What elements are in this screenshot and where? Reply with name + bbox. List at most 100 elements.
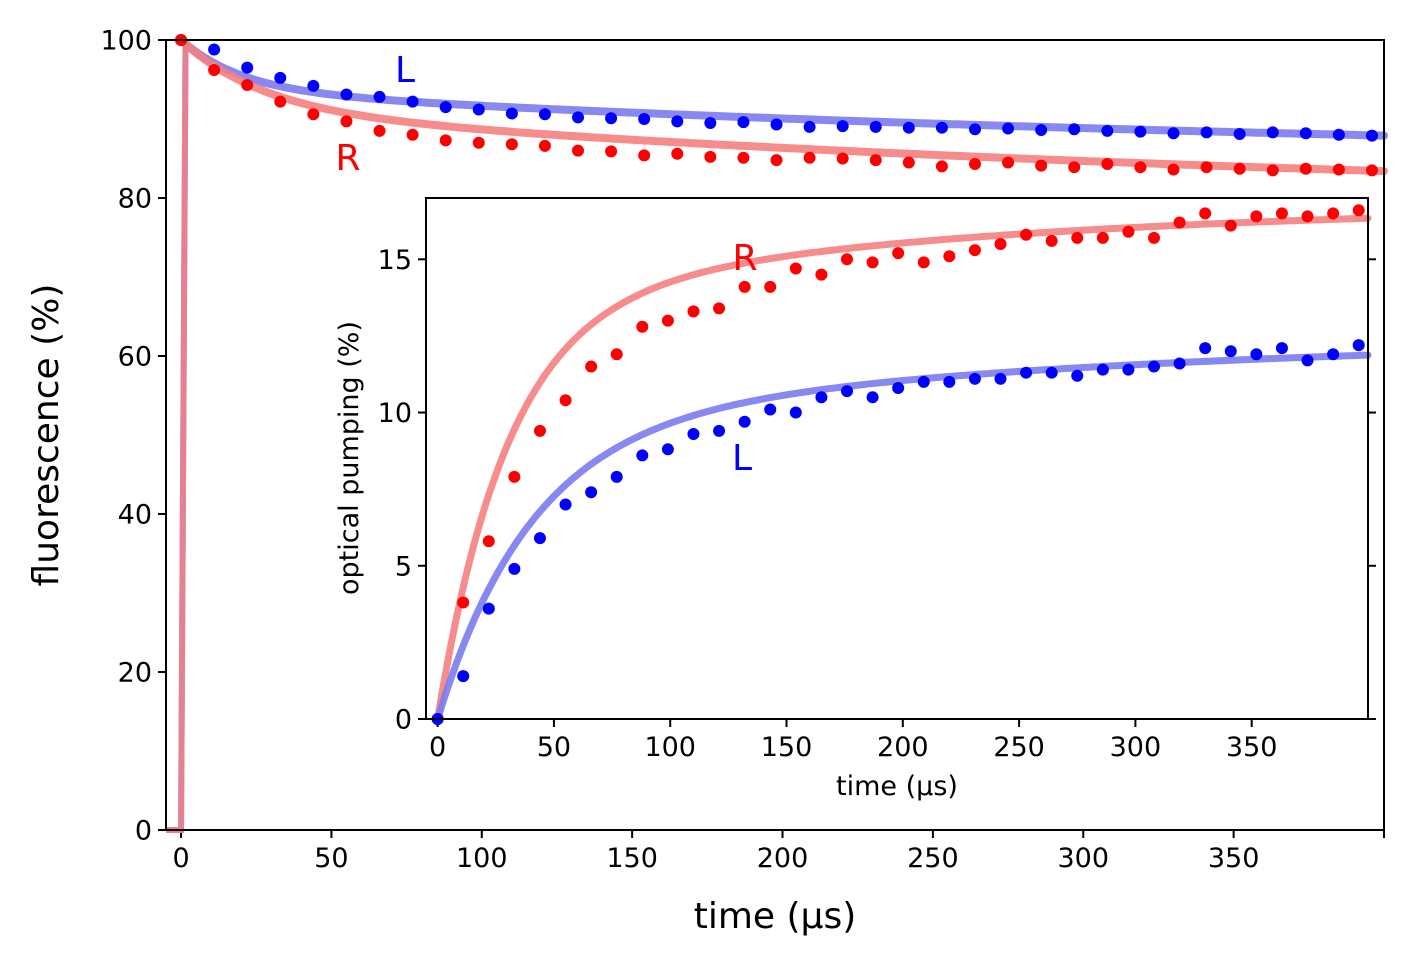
main-point-l <box>505 107 518 120</box>
main-point-r <box>1134 161 1147 174</box>
main-x-tick-label: 350 <box>1208 843 1260 874</box>
main-point-l <box>737 116 750 129</box>
main-point-r <box>1167 163 1180 176</box>
main-point-l <box>1200 126 1213 139</box>
main-point-r <box>373 124 386 137</box>
inset-x-tick-label: 100 <box>644 732 696 763</box>
inset-point-r <box>789 262 802 275</box>
main-point-r <box>241 79 254 92</box>
main-point-l <box>373 90 386 103</box>
main-point-l <box>1299 127 1312 140</box>
inset-point-r <box>1173 216 1186 229</box>
inset-point-r <box>968 244 981 257</box>
inset-point-l <box>1224 345 1237 358</box>
main-fit-line-r <box>177 36 1388 176</box>
inset-point-l <box>815 391 828 404</box>
main-point-l <box>902 121 915 134</box>
main-point-l <box>406 95 419 108</box>
inset-point-l <box>764 403 777 416</box>
inset-fit-line-l <box>434 351 1372 723</box>
main-point-l <box>704 116 717 129</box>
main-point-r <box>1299 162 1312 175</box>
main-x-tick-label: 100 <box>456 843 508 874</box>
main-point-l <box>1266 126 1279 139</box>
inset-x-tick-label: 0 <box>429 732 446 763</box>
inset-point-l <box>457 670 470 683</box>
inset-point-r <box>738 280 751 293</box>
main-point-l <box>1365 129 1378 142</box>
inset-point-l <box>1327 348 1340 361</box>
main-point-r <box>671 147 684 160</box>
inset-y-tick-label: 10 <box>378 398 412 429</box>
main-point-l <box>1101 124 1114 137</box>
main-x-tick-label: 50 <box>314 843 348 874</box>
main-point-r <box>1101 158 1114 171</box>
inset-x-axis-title: time (µs) <box>836 771 958 802</box>
inset-background <box>426 198 1368 719</box>
main-point-l <box>638 113 651 125</box>
main-annotation-r: R <box>335 138 360 179</box>
inset-point-l <box>968 372 981 385</box>
inset-point-r <box>1096 231 1109 244</box>
main-point-r <box>572 144 585 157</box>
inset-point-l <box>559 498 572 511</box>
main-x-axis-title: time (µs) <box>694 896 857 937</box>
inset-point-l <box>1301 354 1314 367</box>
inset-point-r <box>764 280 777 293</box>
main-y-tick-label: 80 <box>118 184 152 215</box>
main-y-tick-label: 20 <box>118 658 152 689</box>
inset-point-l <box>687 427 700 440</box>
main-y-tick-label: 60 <box>118 342 152 373</box>
main-point-l <box>1068 123 1081 136</box>
main-point-l <box>605 112 618 125</box>
main-point-r <box>803 151 816 164</box>
main-point-l <box>770 118 783 131</box>
inset-ticks: 0 50 100 150 200 250 300 350 0 5 10 15 <box>378 245 1376 763</box>
inset-point-r <box>1020 228 1033 241</box>
main-point-r <box>274 95 287 108</box>
main-point-l <box>340 88 353 101</box>
main-x-tick-label: 200 <box>757 843 809 874</box>
main-point-l <box>803 120 816 133</box>
main-point-l <box>1167 127 1180 140</box>
main-point-r <box>704 150 717 163</box>
main-point-r <box>1233 162 1246 175</box>
main-point-r <box>869 154 882 167</box>
main-x-tick-label: 300 <box>1057 843 1109 874</box>
inset-fit-line-r <box>434 214 1372 723</box>
main-point-r <box>1266 164 1279 177</box>
main-x-tick-label: 0 <box>172 843 189 874</box>
inset-annotation-l: L <box>732 438 752 479</box>
inset-point-r <box>1045 234 1058 247</box>
inset-data <box>431 204 1372 725</box>
inset-point-r <box>687 305 700 318</box>
main-point-l <box>1134 125 1147 138</box>
main-point-l <box>836 120 849 133</box>
main-point-l <box>241 61 254 74</box>
inset-point-r <box>713 302 726 315</box>
inset-point-l <box>1071 369 1084 382</box>
inset-point-r <box>1199 207 1212 220</box>
inset-x-tick-label: 250 <box>993 732 1045 763</box>
inset-point-r <box>661 314 674 327</box>
inset-plot: 0 50 100 150 200 250 300 350 0 5 10 15 time (µs) op… <box>334 197 1376 802</box>
inset-point-l <box>994 372 1007 385</box>
main-point-r <box>902 156 915 169</box>
main-y-tick-label: 100 <box>100 26 152 57</box>
inset-point-r <box>866 256 879 269</box>
inset-point-l <box>1275 342 1288 355</box>
main-point-r <box>836 152 849 165</box>
inset-annotation-r: R <box>732 238 757 279</box>
inset-point-l <box>1096 363 1109 376</box>
main-point-r <box>1068 161 1081 174</box>
inset-point-r <box>994 237 1007 250</box>
inset-point-r <box>1148 231 1161 244</box>
main-point-r <box>1332 163 1345 176</box>
inset-y-tick-label: 0 <box>395 705 412 736</box>
main-point-l <box>671 115 684 128</box>
inset-point-r <box>533 424 546 437</box>
inset-point-r <box>1071 231 1084 244</box>
inset-point-l <box>1148 360 1161 373</box>
inset-point-l <box>636 449 649 462</box>
inset-point-r <box>1250 210 1263 223</box>
